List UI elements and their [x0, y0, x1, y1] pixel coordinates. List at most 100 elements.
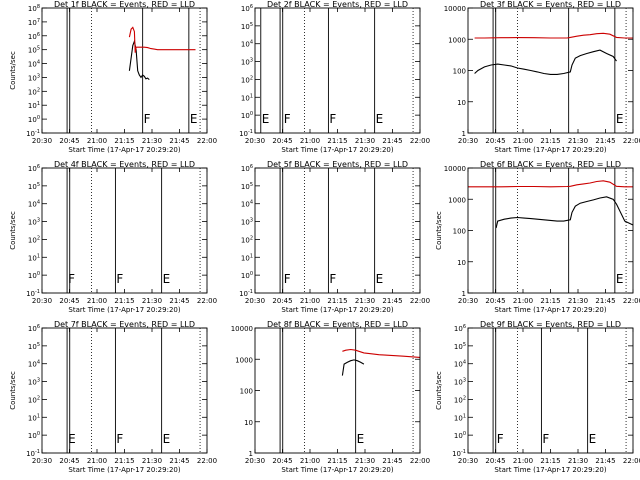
- x-tick-label: 20:30: [245, 297, 265, 305]
- marker-label: F: [116, 272, 123, 286]
- x-tick-label: 21:15: [327, 297, 347, 305]
- x-tick-label: 21:15: [114, 137, 134, 145]
- y-tick-label: 106: [28, 324, 40, 333]
- x-tick-label: 21:30: [355, 137, 375, 145]
- y-tick-label: 105: [241, 22, 253, 31]
- plot-panel-4: F F E 20:30 20:45 21:00 21:15 21:30 21:45 22:00 10…: [9, 160, 217, 314]
- x-tick-label: 20:45: [485, 297, 505, 305]
- x-tick-label: 21:45: [169, 137, 189, 145]
- y-tick-label: 105: [28, 182, 40, 191]
- x-tick-label: 21:30: [142, 297, 162, 305]
- marker-label: F: [116, 432, 123, 446]
- y-tick-label: 101: [28, 101, 40, 110]
- y-tick-label: 103: [28, 218, 40, 227]
- series-line-events: [474, 49, 617, 75]
- x-tick-label: 21:45: [382, 137, 402, 145]
- plot-title: Det 9f BLACK = Events, RED = LLD: [480, 320, 621, 329]
- y-tick-label: 100: [240, 388, 253, 396]
- x-tick-label: 21:15: [327, 457, 347, 465]
- y-tick-label: 106: [28, 164, 40, 173]
- x-axis-label: Start Time (17-Apr-17 20:29:20): [494, 306, 606, 314]
- x-tick-label: 21:00: [87, 297, 107, 305]
- y-tick-label: 100: [453, 228, 466, 236]
- y-axis-label: Counts/sec: [435, 371, 443, 410]
- x-tick-label: 20:45: [59, 297, 79, 305]
- y-tick-label: 10: [244, 419, 253, 427]
- x-axis-label: Start Time (17-Apr-17 20:29:20): [281, 146, 393, 154]
- y-tick-label: 10-1: [452, 449, 466, 458]
- x-tick-label: 21:15: [114, 297, 134, 305]
- y-tick-label: 102: [28, 395, 40, 404]
- x-tick-label: 21:45: [169, 297, 189, 305]
- plot-panel-7: E F E 20:30 20:45 21:00 21:15 21:30 21:45 22:00 10…: [9, 320, 217, 474]
- marker-label: F: [284, 272, 291, 286]
- y-tick-label: 104: [28, 60, 40, 69]
- x-tick-label: 21:00: [87, 457, 107, 465]
- marker-label: E: [357, 432, 365, 446]
- x-tick-label: 20:30: [32, 297, 52, 305]
- series-line-events: [495, 196, 634, 229]
- marker-label: E: [376, 272, 384, 286]
- marker-label: F: [329, 272, 336, 286]
- y-tick-label: 1: [462, 130, 466, 138]
- y-axis-label: Counts/sec: [435, 211, 443, 250]
- y-tick-label: 10: [457, 99, 466, 107]
- marker-label: E: [262, 112, 270, 126]
- plot-title: Det 5f BLACK = Events, RED = LLD: [267, 160, 408, 169]
- y-tick-label: 104: [28, 200, 40, 209]
- y-tick-label: 105: [28, 46, 40, 55]
- marker-label: F: [329, 112, 336, 126]
- y-tick-label: 10-1: [239, 289, 253, 298]
- marker-label: F: [542, 432, 549, 446]
- x-tick-label: 21:00: [513, 297, 533, 305]
- y-tick-label: 1: [462, 290, 466, 298]
- y-tick-label: 10000: [231, 325, 253, 333]
- y-tick-label: 105: [454, 342, 466, 351]
- x-tick-label: 21:15: [114, 457, 134, 465]
- x-tick-label: 20:30: [32, 137, 52, 145]
- y-tick-label: 105: [28, 342, 40, 351]
- y-tick-label: 100: [241, 271, 253, 280]
- y-tick-label: 100: [28, 271, 40, 280]
- x-tick-label: 21:30: [568, 137, 588, 145]
- x-tick-label: 20:30: [458, 457, 478, 465]
- x-tick-label: 21:45: [595, 297, 615, 305]
- y-tick-label: 104: [454, 360, 466, 369]
- series-line-lld: [128, 26, 196, 53]
- x-tick-label: 22:00: [197, 137, 217, 145]
- y-tick-label: 100: [453, 68, 466, 76]
- x-tick-label: 20:30: [458, 297, 478, 305]
- x-axis-label: Start Time (17-Apr-17 20:29:20): [281, 306, 393, 314]
- y-tick-label: 104: [28, 360, 40, 369]
- plot-panel-6: E 20:30 20:45 21:00 21:15 21:30 21:45 22:00 1 10 1…: [435, 160, 640, 314]
- series-line-lld: [474, 32, 633, 39]
- plot-title: Det 2f BLACK = Events, RED = LLD: [267, 0, 408, 9]
- y-tick-label: 103: [28, 378, 40, 387]
- x-axis-label: Start Time (17-Apr-17 20:29:20): [494, 466, 606, 474]
- plot-title: Det 1f BLACK = Events, RED = LLD: [54, 0, 195, 9]
- y-tick-label: 100: [28, 431, 40, 440]
- y-tick-label: 103: [454, 378, 466, 387]
- x-tick-label: 21:15: [327, 137, 347, 145]
- x-tick-label: 21:30: [355, 457, 375, 465]
- x-tick-label: 22:00: [623, 457, 640, 465]
- plot-panel-8: E 20:30 20:45 21:00 21:15 21:30 21:45 22:00 1 10 1…: [231, 320, 430, 474]
- marker-label: E: [163, 432, 171, 446]
- y-tick-label: 106: [241, 164, 253, 173]
- y-tick-label: 10: [457, 259, 466, 267]
- x-tick-label: 20:45: [272, 457, 292, 465]
- y-tick-label: 10000: [444, 165, 466, 173]
- y-tick-label: 106: [241, 4, 253, 13]
- y-tick-label: 106: [454, 324, 466, 333]
- x-tick-label: 22:00: [410, 457, 430, 465]
- x-tick-label: 21:00: [300, 457, 320, 465]
- x-tick-label: 22:00: [410, 297, 430, 305]
- y-tick-label: 101: [241, 253, 253, 262]
- x-axis-label: Start Time (17-Apr-17 20:29:20): [281, 466, 393, 474]
- y-tick-label: 105: [241, 182, 253, 191]
- x-tick-label: 21:30: [142, 137, 162, 145]
- x-tick-label: 21:30: [142, 457, 162, 465]
- y-tick-label: 104: [241, 200, 253, 209]
